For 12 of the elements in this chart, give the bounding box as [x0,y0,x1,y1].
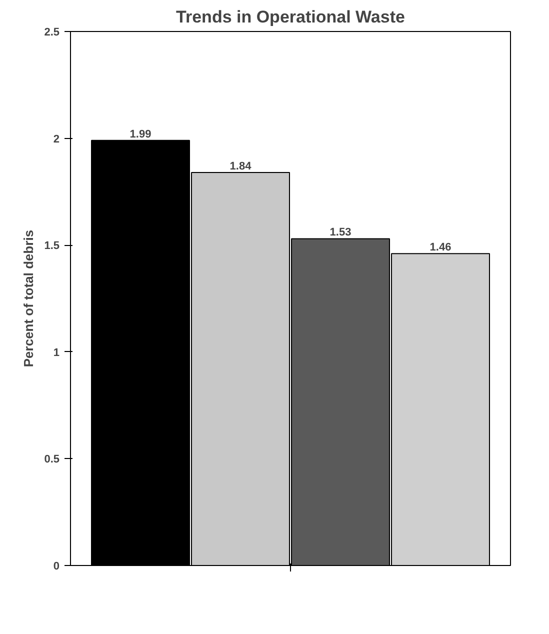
y-axis-title: Percent of total debris [21,230,36,368]
data-label: 1.99 [130,128,152,140]
y-tick-label: 2 [53,133,60,146]
data-label: 1.53 [330,226,352,239]
data-label: 1.46 [430,242,452,254]
chart-title: Trends in Operational Waste [176,8,405,26]
y-tick-label: 1.5 [44,240,60,252]
data-label: 1.84 [230,160,252,172]
y-tick-label: 0.5 [44,454,60,466]
y-tick-label: 2.5 [44,26,60,38]
y-tick-label: 1 [53,346,60,359]
y-tick-label: 0 [53,560,60,572]
